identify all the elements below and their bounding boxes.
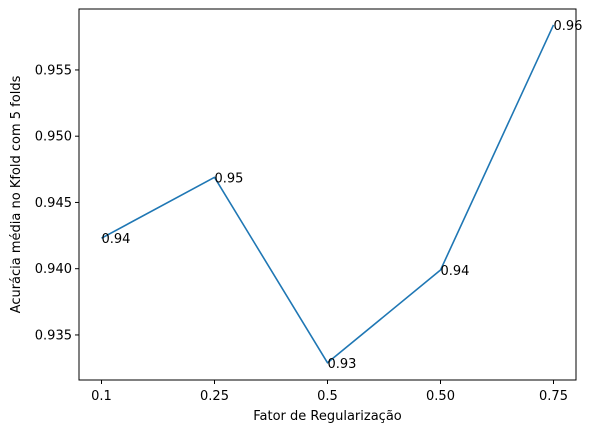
data-label: 0.94	[441, 264, 470, 279]
x-tick-label: 0.5	[317, 389, 338, 404]
x-axis-label: Fator de Regularização	[253, 409, 402, 424]
plot-frame	[78, 8, 577, 381]
y-axis: 0.935 0.940 0.945 0.950 0.955	[35, 63, 79, 343]
x-tick-label: 0.25	[200, 389, 229, 404]
data-label: 0.94	[102, 232, 131, 247]
y-tick-label: 0.950	[35, 130, 72, 145]
data-label: 0.95	[215, 171, 244, 186]
y-axis-label: Acurácia média no Kfold com 5 folds	[9, 75, 24, 313]
x-axis: 0.1 0.25 0.5 0.50 0.75	[91, 380, 568, 404]
point-labels-group: 0.94 0.95 0.93 0.94 0.96	[102, 19, 583, 372]
x-tick-label: 0.1	[91, 389, 112, 404]
x-tick-label: 0.75	[539, 389, 568, 404]
x-tick-label: 0.50	[426, 389, 455, 404]
plot-area	[78, 8, 577, 381]
data-label: 0.93	[328, 357, 357, 372]
data-label: 0.96	[554, 19, 583, 34]
series-group	[101, 24, 555, 364]
y-tick-label: 0.940	[35, 262, 72, 277]
y-tick-label: 0.945	[35, 196, 72, 211]
y-tick-label: 0.935	[35, 328, 72, 343]
series-line	[101, 24, 555, 364]
y-tick-label: 0.955	[35, 63, 72, 78]
